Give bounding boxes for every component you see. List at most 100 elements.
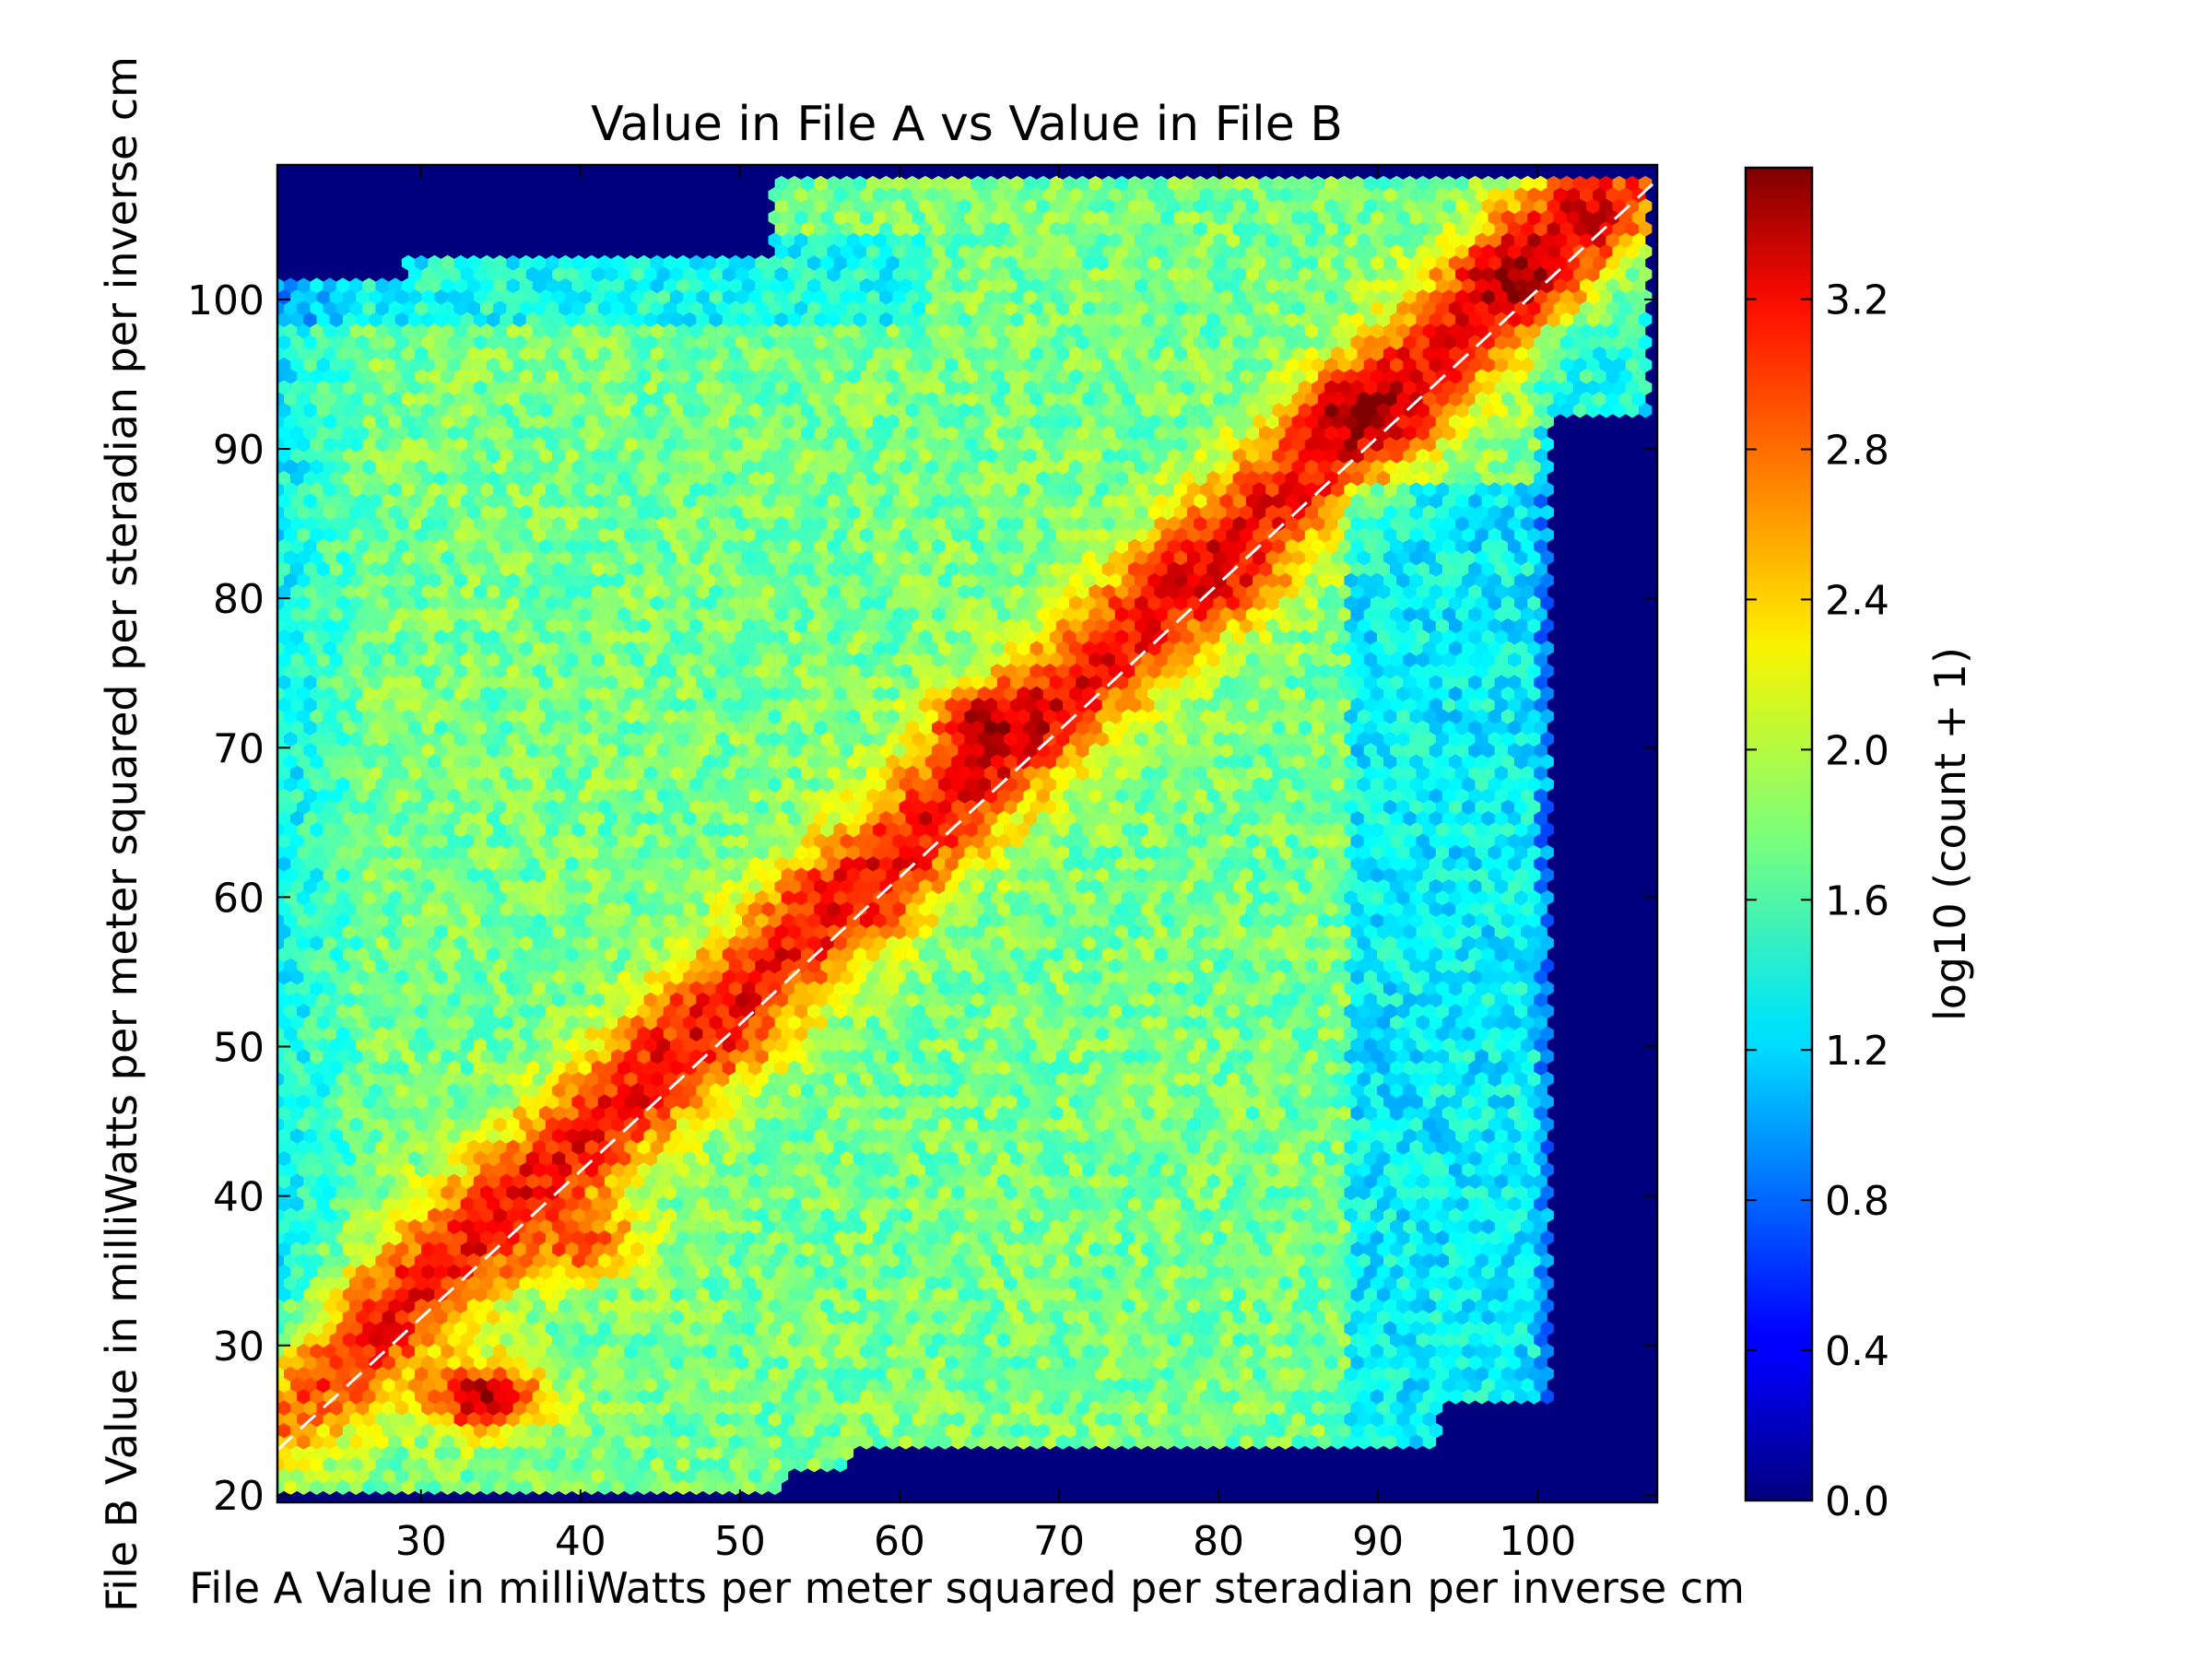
hex-cell: [1344, 1321, 1358, 1336]
hex-cell: [1114, 1241, 1129, 1257]
hex-cell: [1063, 1400, 1077, 1416]
hex-cell: [277, 1411, 285, 1428]
hex-cell: [565, 1467, 579, 1484]
hex-cell: [394, 1377, 409, 1394]
hex-cell: [787, 1218, 802, 1235]
hex-cell: [990, 1388, 1005, 1405]
hex-cell: [859, 1275, 874, 1291]
hex-cell: [1160, 1343, 1174, 1359]
hex-cell: [512, 1241, 526, 1257]
hex-cell: [1298, 1400, 1312, 1416]
hex-cell: [807, 1321, 821, 1336]
hex-cell: [1239, 1275, 1253, 1291]
hex-cell: [290, 1354, 304, 1371]
hex-cell: [1160, 1230, 1174, 1246]
hex-cell: [1010, 1309, 1024, 1325]
hex-cell: [1324, 1264, 1338, 1280]
hex-cell: [369, 1354, 382, 1371]
hex-cell: [663, 1253, 677, 1268]
hex-cell: [1390, 1241, 1404, 1257]
hex-cell: [1173, 1230, 1188, 1246]
hex-cell: [546, 1275, 559, 1291]
hex-cell: [1082, 1230, 1096, 1246]
hex-cell: [814, 1287, 828, 1302]
hex-cell: [924, 1298, 939, 1314]
hex-cell: [342, 1332, 357, 1348]
hex-cell: [1390, 1287, 1404, 1302]
hex-cell: [375, 1275, 389, 1291]
hex-cell: [630, 1332, 644, 1348]
hex-cell: [466, 1298, 481, 1314]
hex-cell: [827, 1354, 841, 1371]
hex-cell: [369, 1287, 382, 1302]
hex-cell: [323, 1411, 337, 1428]
hex-cell: [342, 1241, 357, 1257]
hex-cell: [512, 1264, 526, 1280]
hex-cell: [1114, 1422, 1129, 1439]
hex-cell: [866, 1264, 880, 1280]
hex-cell: [618, 1467, 631, 1484]
hex-cell: [1363, 1241, 1378, 1257]
hex-cell: [441, 1253, 454, 1268]
hex-cell: [677, 1388, 690, 1405]
hex-cell: [853, 1332, 867, 1348]
hex-cell: [696, 1422, 710, 1439]
hex-cell: [951, 1321, 965, 1336]
hex-cell: [1042, 1388, 1057, 1405]
hex-cell: [1226, 1298, 1240, 1314]
hex-cell: [630, 1445, 644, 1462]
hex-cell: [316, 1467, 330, 1484]
hex-cell: [1468, 1241, 1482, 1257]
hex-cell: [1507, 1332, 1522, 1348]
hex-cell: [1462, 1253, 1476, 1268]
hex-cell: [1213, 1411, 1227, 1428]
hex-cell: [525, 1264, 540, 1280]
hex-cell: [329, 1218, 344, 1235]
hex-cell: [1331, 1411, 1345, 1428]
hex-cell: [814, 1400, 828, 1416]
hex-cell: [1206, 1287, 1220, 1302]
hex-cell: [781, 1253, 795, 1268]
hex-cell: [643, 1218, 657, 1235]
hex-cell: [421, 1467, 435, 1484]
hex-cell: [407, 1354, 422, 1371]
hex-cell: [624, 1434, 638, 1450]
hex-cell: [316, 1445, 330, 1462]
hex-cell: [650, 1343, 665, 1359]
hex-cell: [382, 1467, 395, 1484]
hex-cell: [859, 1230, 874, 1246]
hex-cell: [1416, 1287, 1430, 1302]
hex-cell: [415, 1253, 429, 1268]
hex-cell: [1272, 1422, 1286, 1439]
hex-cell: [702, 1253, 716, 1268]
hex-cell: [1390, 1377, 1404, 1394]
hex-cell: [1304, 1366, 1319, 1382]
hex-cell: [971, 1354, 985, 1371]
hex-cell: [388, 1230, 403, 1246]
hex-cell: [918, 1354, 933, 1371]
hex-cell: [669, 1241, 684, 1257]
hex-cell: [493, 1253, 507, 1268]
hex-cell: [1095, 1253, 1109, 1268]
hex-cell: [892, 1309, 906, 1325]
hex-cell: [1173, 1321, 1188, 1336]
hex-cell: [559, 1479, 572, 1495]
hex-cell: [473, 1241, 488, 1257]
hex-cell: [1331, 1253, 1345, 1268]
hex-cell: [611, 1388, 625, 1405]
hex-cell: [787, 1241, 802, 1257]
hex-cell: [342, 1287, 357, 1302]
hex-cell: [1416, 1332, 1430, 1348]
hex-cell: [591, 1354, 606, 1371]
hex-cell: [362, 1456, 376, 1473]
hex-cell: [643, 1354, 657, 1371]
hex-cell: [787, 1354, 802, 1371]
hex-cell: [1534, 1377, 1547, 1394]
hex-cell: [873, 1388, 887, 1405]
hex-cell: [1069, 1388, 1083, 1405]
hex-cell: [1049, 1422, 1064, 1439]
hex-cell: [983, 1332, 998, 1348]
hex-cell: [1147, 1275, 1161, 1291]
hex-cell: [493, 1434, 507, 1450]
hex-cell: [637, 1321, 651, 1336]
